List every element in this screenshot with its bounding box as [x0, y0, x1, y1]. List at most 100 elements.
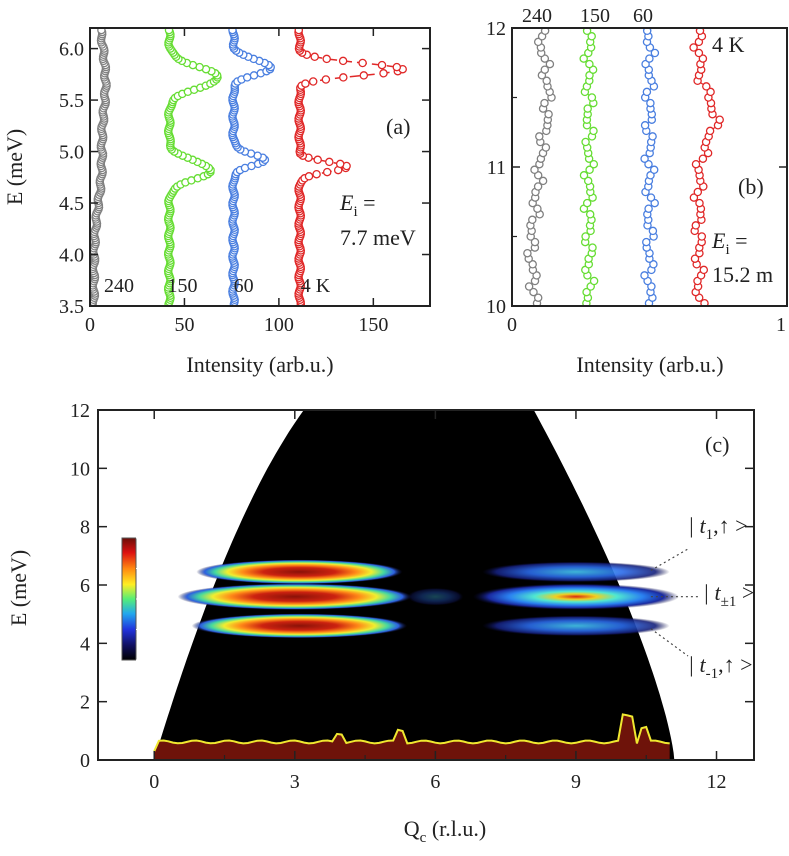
data-point-60	[644, 159, 653, 169]
panel-b-label: (b)	[738, 174, 764, 199]
data-point-4K	[698, 154, 708, 163]
data-point-60	[645, 54, 654, 63]
data-point-150	[589, 126, 598, 136]
data-point-4K	[695, 198, 704, 208]
panel-a-ei-annotation: Ei =	[339, 190, 376, 220]
y-tick-label: 3.5	[59, 296, 84, 318]
data-point-240	[97, 28, 106, 35]
data-point-60	[648, 132, 657, 141]
data-point-240	[533, 293, 543, 302]
data-point-150	[587, 93, 597, 102]
data-point-150	[585, 165, 594, 175]
y-tick-label: 8	[80, 517, 90, 539]
x-tick-label: 0	[507, 314, 517, 336]
data-point-4K	[695, 28, 705, 36]
data-point-4K	[301, 79, 310, 88]
colorbar-tick-label: 0	[146, 650, 156, 672]
data-point-240	[540, 28, 550, 36]
data-point-4K	[697, 232, 707, 241]
data-point-60	[650, 48, 660, 58]
data-point-240	[540, 65, 550, 74]
panel-a-frame	[89, 27, 431, 307]
data-point-60	[640, 154, 649, 163]
y-tick-label: 6	[80, 575, 90, 597]
data-point-150	[587, 32, 596, 41]
data-point-60	[642, 237, 651, 247]
data-point-4K	[690, 254, 700, 263]
y-tick-label: 6.0	[59, 39, 84, 61]
y-tick-label: 5.5	[59, 90, 84, 112]
data-point-240	[541, 143, 551, 152]
y-tick-label: 0	[80, 750, 90, 772]
series-label-4K: 4 K	[301, 275, 331, 297]
data-point-4K	[691, 221, 701, 230]
data-point-4K	[335, 159, 345, 169]
panel-c-ei-annotation: Ei = 15.2 meV	[114, 432, 243, 462]
data-point-240	[530, 237, 540, 247]
colorbar: 0 2 4 6 8	[121, 528, 156, 672]
data-point-240	[528, 215, 537, 225]
series-label-150: 150	[168, 275, 198, 297]
data-point-4K	[358, 58, 367, 68]
panel-b: 0 1 10 11 12 4 K (b) Ei = 15.2 m Intensity (…	[486, 5, 788, 377]
data-point-4K	[325, 157, 334, 167]
data-point-240	[530, 165, 539, 175]
data-point-4K	[691, 159, 701, 169]
y-tick-label: 4	[80, 633, 90, 655]
data-point-4K	[705, 126, 715, 136]
series-label-60: 60	[234, 275, 254, 297]
x-tick-label: 9	[571, 771, 581, 793]
data-point-150	[585, 59, 594, 69]
data-point-4K	[702, 82, 711, 91]
x-tick-label: 0	[85, 314, 95, 336]
data-point-4K	[304, 172, 314, 181]
data-point-4K	[310, 52, 319, 62]
data-point-150	[579, 54, 588, 63]
data-point-60	[640, 271, 649, 280]
data-point-4K	[698, 54, 708, 63]
level-label: | t1,↑ >	[688, 513, 748, 543]
data-point-240	[544, 109, 553, 119]
data-point-4K	[715, 115, 724, 124]
heatmap-excitations	[177, 559, 680, 639]
data-point-150	[585, 210, 595, 219]
data-point-150	[582, 198, 592, 208]
data-point-240	[535, 132, 544, 141]
data-point-4K	[689, 193, 699, 202]
data-point-60	[649, 260, 658, 269]
data-point-150	[589, 276, 599, 286]
colorbar-tick-label: 6	[146, 559, 156, 581]
series-label-150: 150	[580, 5, 610, 27]
x-tick-label: 6	[430, 771, 440, 793]
y-tick-label: 4.5	[59, 193, 84, 215]
data-point-60	[644, 204, 653, 213]
x-tick-label: 1	[776, 314, 786, 336]
data-point-150	[589, 159, 599, 169]
data-point-240	[545, 59, 555, 69]
x-tick-label: 100	[264, 314, 294, 336]
data-point-240	[523, 248, 532, 258]
panel-c-xlabel: Qc (r.l.u.)	[404, 816, 486, 846]
panel-a-xlabel: Intensity (arb.u.)	[186, 352, 333, 377]
data-point-240	[533, 182, 543, 191]
data-point-240	[529, 287, 538, 297]
y-tick-label: 10	[70, 458, 90, 480]
data-point-60	[640, 121, 650, 130]
data-point-4K	[379, 69, 388, 78]
panel-b-temp-label: 4 K	[712, 32, 745, 57]
data-point-240	[538, 176, 548, 186]
data-point-150	[581, 137, 590, 147]
data-point-4K	[312, 169, 321, 179]
data-point-60	[242, 73, 252, 82]
data-point-60	[648, 226, 658, 236]
series-label-60: 60	[633, 5, 653, 27]
panel-a: 0 50 100 150 3.5 4.0 4.5 5.0 5.5 6.0 (a) Ei = 7.7…	[2, 27, 431, 377]
colorbar-tick-label: 8	[146, 528, 156, 550]
x-tick-label: 50	[174, 314, 194, 336]
data-point-240	[524, 282, 534, 291]
panel-c-label: (c)	[705, 432, 729, 457]
panel-c-temperature-annotation: T = 4 K	[115, 475, 183, 500]
data-point-150	[164, 28, 174, 35]
x-tick-label: 150	[358, 314, 388, 336]
data-point-4K	[294, 28, 304, 35]
